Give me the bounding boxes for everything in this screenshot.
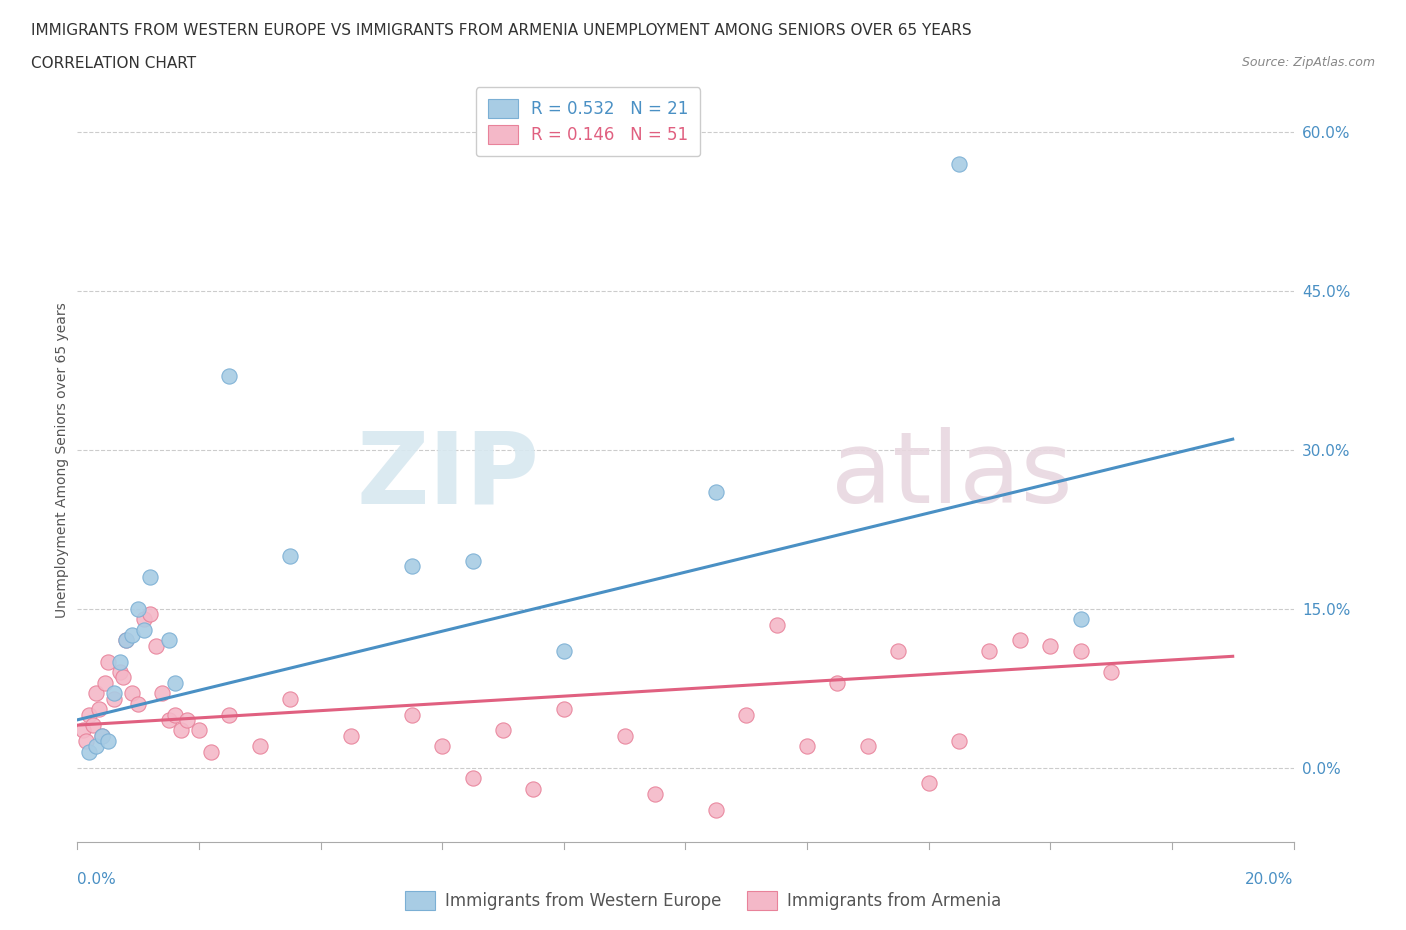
Point bbox=[87, 702, 110, 717]
Point bbox=[278, 691, 301, 706]
Point bbox=[97, 734, 120, 749]
Point bbox=[127, 601, 149, 616]
Point bbox=[97, 654, 120, 669]
Point bbox=[90, 728, 112, 743]
Point bbox=[1070, 644, 1092, 658]
Point bbox=[765, 618, 787, 632]
Point bbox=[856, 738, 879, 753]
Point bbox=[134, 612, 156, 627]
Text: CORRELATION CHART: CORRELATION CHART bbox=[31, 56, 195, 71]
Point bbox=[887, 644, 910, 658]
Text: ZIP: ZIP bbox=[357, 427, 540, 525]
Point bbox=[218, 368, 240, 383]
Point bbox=[93, 675, 115, 690]
Point bbox=[139, 569, 162, 584]
Point bbox=[90, 728, 112, 743]
Text: atlas: atlas bbox=[831, 427, 1073, 525]
Point bbox=[948, 734, 970, 749]
Point bbox=[704, 485, 727, 499]
Text: 20.0%: 20.0% bbox=[1246, 872, 1294, 887]
Point bbox=[163, 707, 186, 722]
Point bbox=[170, 723, 193, 737]
Point bbox=[918, 776, 941, 790]
Legend: R = 0.532   N = 21, R = 0.146   N = 51: R = 0.532 N = 21, R = 0.146 N = 51 bbox=[477, 87, 700, 156]
Point bbox=[200, 744, 222, 759]
Point bbox=[157, 633, 180, 648]
Point bbox=[1070, 612, 1092, 627]
Point bbox=[84, 686, 107, 701]
Point bbox=[278, 549, 301, 564]
Point bbox=[461, 771, 484, 786]
Point bbox=[157, 712, 180, 727]
Point bbox=[188, 723, 211, 737]
Point bbox=[979, 644, 1001, 658]
Point bbox=[79, 707, 101, 722]
Legend: Immigrants from Western Europe, Immigrants from Armenia: Immigrants from Western Europe, Immigran… bbox=[398, 884, 1008, 917]
Point bbox=[121, 686, 143, 701]
Point bbox=[218, 707, 240, 722]
Point bbox=[948, 156, 970, 171]
Point bbox=[796, 738, 818, 753]
Text: IMMIGRANTS FROM WESTERN EUROPE VS IMMIGRANTS FROM ARMENIA UNEMPLOYMENT AMONG SEN: IMMIGRANTS FROM WESTERN EUROPE VS IMMIGR… bbox=[31, 23, 972, 38]
Point bbox=[522, 781, 544, 796]
Point bbox=[704, 803, 727, 817]
Y-axis label: Unemployment Among Seniors over 65 years: Unemployment Among Seniors over 65 years bbox=[55, 302, 69, 618]
Point bbox=[163, 675, 186, 690]
Point bbox=[401, 559, 423, 574]
Point bbox=[111, 670, 134, 684]
Point bbox=[134, 622, 156, 637]
Point bbox=[492, 723, 515, 737]
Point bbox=[152, 686, 174, 701]
Point bbox=[1008, 633, 1031, 648]
Point bbox=[613, 728, 636, 743]
Point bbox=[82, 718, 104, 733]
Point bbox=[121, 628, 143, 643]
Point bbox=[401, 707, 423, 722]
Point bbox=[1099, 665, 1122, 680]
Point bbox=[176, 712, 198, 727]
Text: 0.0%: 0.0% bbox=[77, 872, 117, 887]
Point bbox=[108, 654, 131, 669]
Point bbox=[340, 728, 363, 743]
Point bbox=[430, 738, 453, 753]
Point bbox=[108, 665, 131, 680]
Point bbox=[103, 686, 125, 701]
Point bbox=[461, 553, 484, 568]
Point bbox=[553, 702, 575, 717]
Point bbox=[103, 691, 125, 706]
Point bbox=[139, 606, 162, 621]
Point bbox=[553, 644, 575, 658]
Text: Source: ZipAtlas.com: Source: ZipAtlas.com bbox=[1241, 56, 1375, 69]
Point bbox=[145, 638, 167, 653]
Point bbox=[115, 633, 138, 648]
Point bbox=[827, 675, 849, 690]
Point bbox=[75, 734, 97, 749]
Point bbox=[249, 738, 271, 753]
Point bbox=[1039, 638, 1062, 653]
Point bbox=[115, 633, 138, 648]
Point bbox=[644, 787, 666, 802]
Point bbox=[735, 707, 758, 722]
Point bbox=[84, 738, 107, 753]
Point bbox=[127, 697, 149, 711]
Point bbox=[72, 723, 94, 737]
Point bbox=[79, 744, 101, 759]
